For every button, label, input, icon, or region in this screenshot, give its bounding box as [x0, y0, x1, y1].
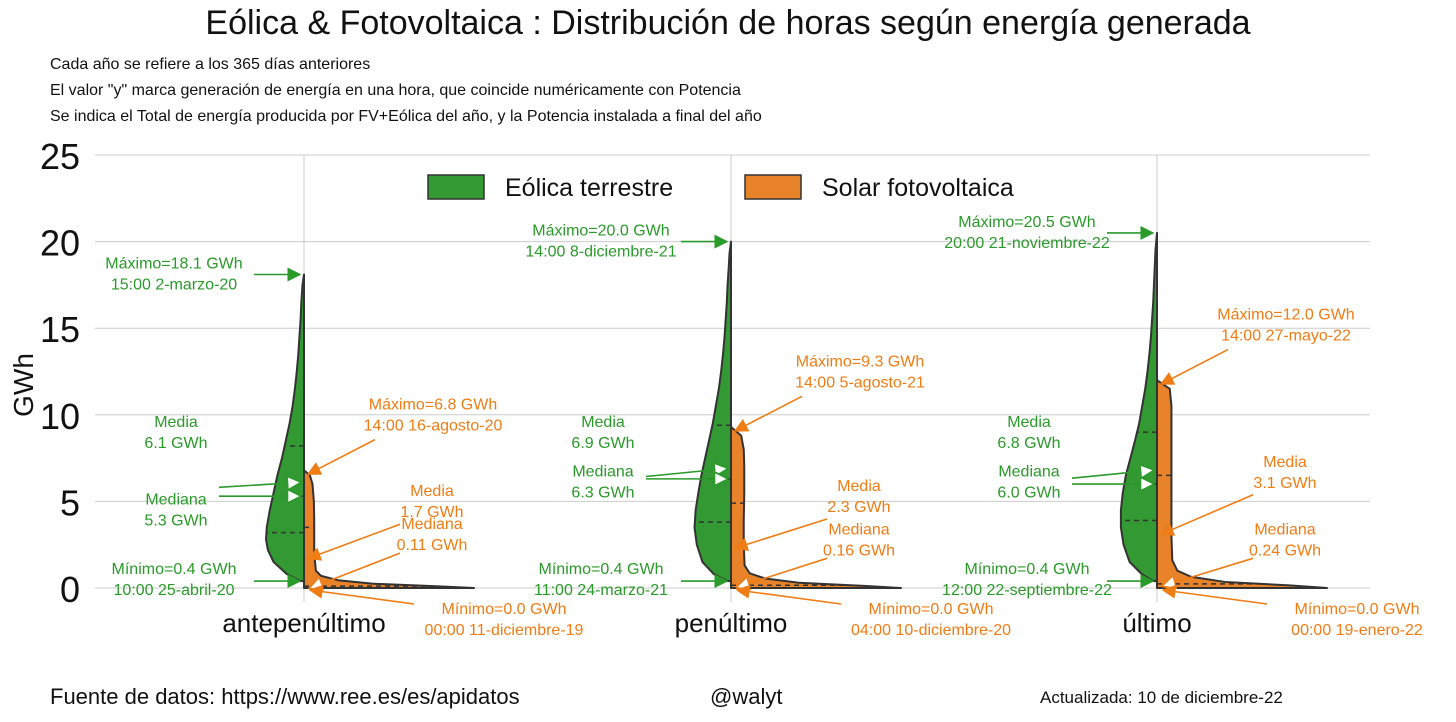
- solar-min-label-line-1: Mínimo=0.0 GWh: [1295, 601, 1420, 618]
- solar-max-arrow: [1159, 348, 1229, 385]
- wind-violin-último: [1119, 231, 1158, 583]
- solar-max-label-line-2: 14:00 16-agosto-20: [364, 418, 503, 435]
- wind-min-label-line-1: Mínimo=0.4 GWh: [539, 561, 664, 578]
- y-tick-label: 25: [40, 136, 80, 177]
- author-handle: @walyt: [710, 684, 783, 709]
- wind-median-label-line-1: Mediana: [145, 491, 206, 508]
- solar-min-label-line-1: Mínimo=0.0 GWh: [869, 601, 994, 618]
- wind-median-label-line-1: Mediana: [998, 463, 1059, 480]
- update-date: Actualizada: 10 de diciembre-22: [1040, 688, 1283, 707]
- wind-min-label-line-2: 10:00 25-abril-20: [114, 582, 235, 599]
- chart-title: Eólica & Fotovoltaica : Distribución de …: [205, 4, 1251, 42]
- solar-min-arrow: [308, 584, 415, 605]
- legend-label-solar: Solar fotovoltaica: [822, 174, 1014, 202]
- y-axis-label: GWh: [8, 353, 39, 417]
- solar-max-label-line-1: Máximo=9.3 GWh: [796, 353, 924, 370]
- solar-median-label-line-1: Mediana: [401, 516, 462, 533]
- wind-max-label-line-2: 14:00 8-diciembre-21: [525, 244, 676, 261]
- legend-label-wind: Eólica terrestre: [505, 174, 673, 202]
- wind-min-label-line-2: 11:00 24-marzo-21: [534, 582, 668, 599]
- wind-max-label-line-2: 15:00 2-marzo-20: [111, 277, 237, 294]
- wind-mean-label-line-2: 6.9 GWh: [571, 435, 634, 452]
- solar-mean-label-line-1: Media: [410, 483, 454, 500]
- x-tick-label: antepenúltimo: [222, 608, 385, 638]
- wind-mean-arrow: [645, 468, 727, 478]
- y-tick-label: 5: [60, 482, 80, 523]
- x-tick-label: último: [1122, 608, 1191, 638]
- wind-mean-label-line-2: 6.1 GWh: [144, 435, 207, 452]
- wind-mean-label-line-1: Media: [581, 414, 625, 431]
- wind-median-label-line-2: 6.0 GWh: [997, 484, 1060, 501]
- solar-min-arrow: [1161, 584, 1268, 605]
- solar-median-arrow: [310, 552, 401, 588]
- solar-median-label-line-2: 0.16 GWh: [823, 542, 895, 559]
- wind-median-label-line-2: 5.3 GWh: [144, 512, 207, 529]
- solar-mean-arrow: [306, 523, 401, 561]
- solar-min-arrow: [735, 584, 842, 605]
- solar-max-label-line-2: 14:00 5-agosto-21: [795, 374, 925, 391]
- y-tick-label: 15: [40, 309, 80, 350]
- legend-swatch-wind: [427, 174, 485, 200]
- solar-median-arrow: [737, 557, 828, 587]
- solar-max-label-line-2: 14:00 27-mayo-22: [1221, 328, 1351, 345]
- solar-mean-label-line-2: 2.3 GWh: [827, 499, 890, 516]
- solar-median-label-line-1: Mediana: [828, 521, 889, 538]
- solar-violin-último: [1156, 379, 1328, 589]
- x-tick-label: penúltimo: [675, 608, 788, 638]
- data-source: Fuente de datos: https://www.ree.es/es/a…: [50, 684, 520, 709]
- solar-median-label-line-2: 0.11 GWh: [397, 537, 468, 554]
- solar-max-arrow: [733, 395, 803, 432]
- wind-mean-arrow: [218, 482, 300, 487]
- solar-min-label-line-2: 00:00 19-enero-22: [1291, 622, 1423, 639]
- wind-mean-label-line-2: 6.8 GWh: [997, 435, 1060, 452]
- solar-median-arrow: [1163, 557, 1254, 586]
- solar-median-label-line-1: Mediana: [1254, 521, 1315, 538]
- solar-max-arrow: [306, 438, 376, 475]
- wind-median-label-line-1: Mediana: [572, 463, 633, 480]
- solar-max-label-line-1: Máximo=6.8 GWh: [369, 397, 497, 414]
- wind-min-label-line-1: Mínimo=0.4 GWh: [965, 561, 1090, 578]
- solar-mean-label-line-1: Media: [837, 478, 881, 495]
- wind-violin-antepenúltimo: [265, 273, 305, 583]
- wind-median-label-line-2: 6.3 GWh: [571, 484, 634, 501]
- solar-median-label-line-2: 0.24 GWh: [1249, 542, 1321, 559]
- solar-min-label-line-1: Mínimo=0.0 GWh: [442, 601, 567, 618]
- y-tick-label: 0: [60, 569, 80, 610]
- wind-max-label-line-1: Máximo=20.5 GWh: [958, 214, 1095, 231]
- solar-mean-label-line-2: 1.7 GWh: [400, 504, 463, 521]
- solar-max-label-line-1: Máximo=12.0 GWh: [1217, 307, 1354, 324]
- solar-mean-label-line-1: Media: [1263, 454, 1307, 471]
- wind-violin-penúltimo: [693, 240, 732, 583]
- solar-mean-arrow: [733, 518, 828, 552]
- wind-min-label-line-1: Mínimo=0.4 GWh: [112, 561, 237, 578]
- wind-mean-arrow: [1071, 470, 1153, 480]
- subtitle-line-2: El valor "y" marca generación de energía…: [50, 82, 741, 99]
- solar-mean-label-line-2: 3.1 GWh: [1253, 475, 1316, 492]
- wind-mean-label-line-1: Media: [154, 414, 198, 431]
- wind-mean-label-line-1: Media: [1007, 414, 1051, 431]
- y-tick-label: 20: [40, 223, 80, 264]
- wind-max-label-line-1: Máximo=20.0 GWh: [532, 223, 669, 240]
- wind-min-label-line-2: 12:00 22-septiembre-22: [942, 582, 1112, 599]
- wind-max-label-line-2: 20:00 21-noviembre-22: [944, 235, 1110, 252]
- wind-max-label-line-1: Máximo=18.1 GWh: [105, 256, 242, 273]
- solar-min-label-line-2: 00:00 11-diciembre-19: [425, 622, 584, 639]
- solar-min-label-line-2: 04:00 10-diciembre-20: [851, 622, 1011, 639]
- subtitle-line-3: Se indica el Total de energía producida …: [50, 108, 762, 125]
- legend-swatch-solar: [744, 174, 802, 200]
- y-tick-label: 10: [40, 396, 80, 437]
- subtitle-line-1: Cada año se refiere a los 365 días anter…: [50, 56, 371, 73]
- solar-mean-arrow: [1159, 494, 1254, 536]
